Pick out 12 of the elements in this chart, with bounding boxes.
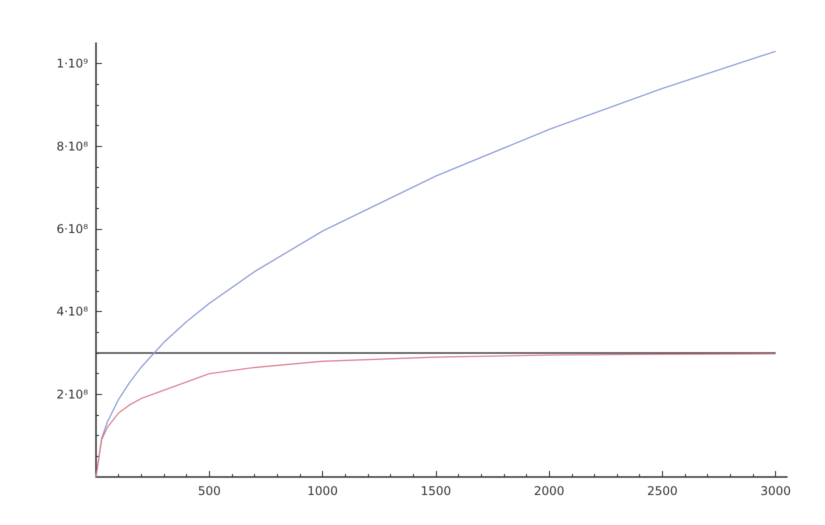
y-tick-label: 1·10⁹	[56, 56, 88, 71]
x-tick-label: 3000	[760, 484, 791, 498]
y-tick-label: 6·10⁸	[56, 222, 88, 236]
x-tick-label: 1000	[307, 484, 338, 498]
x-tick-label: 500	[198, 484, 221, 498]
x-tick-label: 1500	[420, 484, 452, 498]
y-tick-label: 4·10⁸	[56, 304, 88, 319]
x-tick-label: 2000	[534, 484, 564, 498]
y-tick-label: 8·10⁸	[56, 139, 88, 154]
y-tick-label: 2·10⁸	[56, 387, 88, 402]
line-series	[95, 353, 776, 478]
x-tick-label: 2500	[647, 484, 678, 498]
